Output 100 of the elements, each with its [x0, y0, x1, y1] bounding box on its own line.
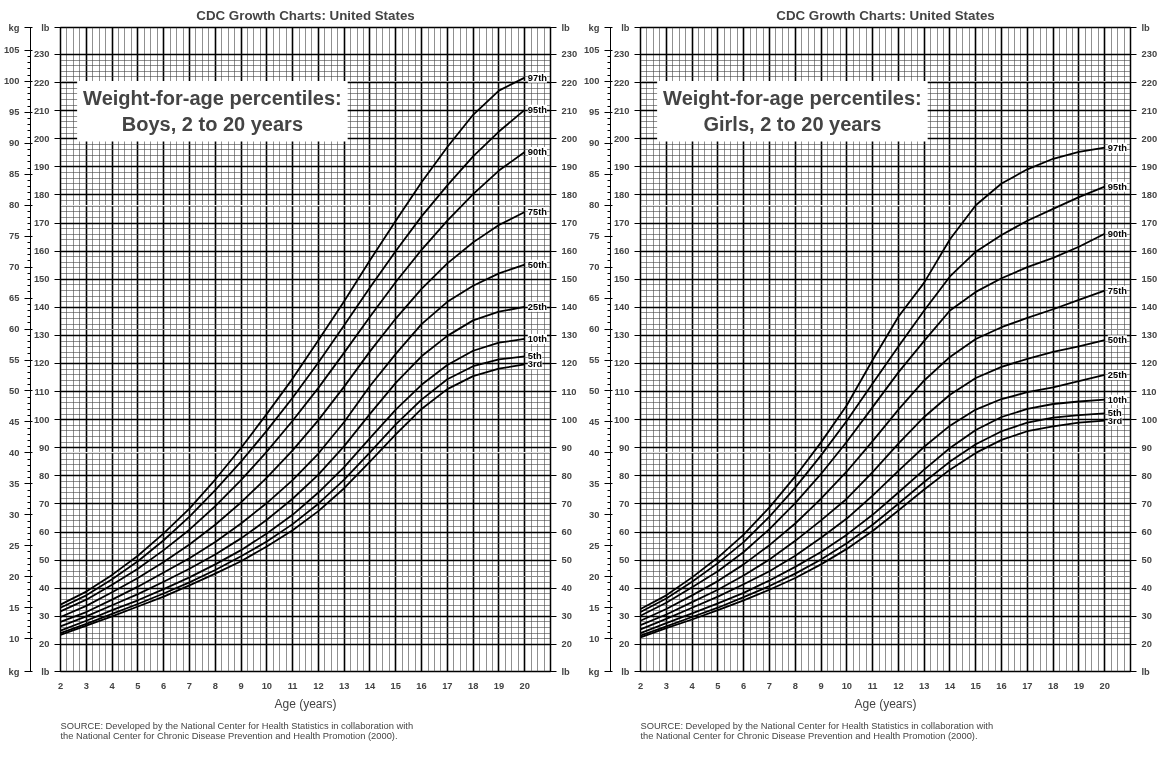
series-label: 10th	[1107, 394, 1128, 405]
y-tick-label: 100	[3, 76, 20, 87]
x-tick-label: 8	[212, 680, 218, 691]
y3-tick-label: 70	[561, 498, 572, 509]
y-tick-label: 90	[589, 138, 600, 149]
x-tick-label: 8	[792, 680, 798, 691]
y3-tick-label: 230	[1141, 49, 1158, 60]
x-tick-label: 13	[919, 680, 930, 691]
series-label: 75th	[1107, 285, 1128, 296]
x-tick-label: 13	[339, 680, 350, 691]
y-tick-label: 35	[589, 478, 600, 489]
x-tick-label: 2	[637, 680, 644, 691]
y3-tick-label: 220	[1141, 77, 1158, 88]
y3-tick-label: 190	[561, 161, 578, 172]
series-label: 90th	[527, 146, 548, 157]
y2-tick-label: 60	[619, 527, 630, 538]
x-axis-title: Age (years)	[854, 696, 917, 711]
series-label: 97th	[1107, 142, 1128, 153]
y-tick-label: 20	[9, 571, 20, 582]
y2-tick-label: 230	[33, 49, 50, 60]
y2-tick-label: 40	[619, 583, 630, 594]
x-tick-label: 18	[467, 680, 479, 691]
y-tick-label: 85	[589, 169, 600, 180]
series-label: 95th	[1107, 181, 1128, 192]
y2-tick-label: 130	[33, 330, 50, 341]
y2-tick-label: 150	[33, 274, 50, 285]
series-label: 3rd	[527, 359, 543, 370]
y-tick-label: 105	[3, 45, 20, 56]
x-tick-label: 15	[390, 680, 401, 691]
y-tick-label: 85	[9, 169, 20, 180]
y2-tick-label: 70	[619, 498, 630, 509]
x-tick-label: 19	[493, 680, 505, 691]
y2-tick-label: 160	[33, 246, 50, 257]
y2-tick-label: 100	[613, 414, 630, 425]
y3-tick-label: 60	[1141, 527, 1152, 538]
y-tick-label: 65	[9, 293, 20, 304]
y3-tick-label: 20	[561, 639, 572, 650]
x-tick-label: 15	[970, 680, 981, 691]
series-label: 75th	[527, 207, 548, 218]
y3-tick-label: 200	[1141, 133, 1158, 144]
y3-tick-label: 60	[561, 527, 572, 538]
y-tick-label: 15	[9, 602, 20, 613]
series-label: 90th	[1107, 228, 1128, 239]
text: lb	[1141, 22, 1150, 33]
y3-tick-label: 70	[1141, 498, 1152, 509]
x-axis-title: Age (years)	[274, 696, 337, 711]
y-axis-title: kg	[588, 666, 600, 677]
y-tick-label: 95	[589, 107, 600, 118]
text: Weight-for-age percentiles: Girls, 2 to 20 years	[663, 87, 922, 136]
y-tick-label: 80	[589, 200, 600, 211]
x-tick-label: 20	[519, 680, 530, 691]
y3-tick-label: 50	[1141, 555, 1152, 566]
text: lb	[41, 22, 50, 33]
y2-tick-label: 230	[613, 49, 630, 60]
y3-tick-label: 80	[561, 470, 572, 481]
y-tick-label: 15	[589, 602, 600, 613]
y-tick-label: 10	[589, 633, 600, 644]
y3-tick-label: 160	[561, 246, 578, 257]
y3-tick-label: 170	[561, 218, 578, 229]
text: Weight-for-age percentiles: Boys, 2 to 20 years	[83, 87, 342, 136]
y3-tick-label: 110	[561, 386, 577, 397]
y-tick-label: 60	[589, 324, 600, 335]
chart-title: CDC Growth Charts: United States	[196, 7, 415, 23]
y3-tick-label: 200	[561, 133, 578, 144]
series-label: 10th	[527, 333, 548, 344]
series-label: 25th	[527, 301, 548, 312]
y3-tick-label: 230	[561, 49, 578, 60]
x-tick-label: 5	[715, 680, 721, 691]
y-tick-label: 75	[9, 231, 20, 242]
y-tick-label: 60	[9, 324, 20, 335]
x-tick-label: 11	[287, 680, 298, 691]
source-note: SOURCE: Developed by the National Center for Health Statistics in collaboration with the National Center for Chronic Disease Prevention and Health Promotion (2000).	[640, 720, 994, 741]
y2-tick-label: 130	[613, 330, 630, 341]
x-tick-label: 9	[818, 680, 824, 691]
y2-tick-label: 200	[613, 133, 630, 144]
y2-tick-label: 90	[39, 442, 50, 453]
y3-axis-title: lb	[41, 666, 50, 677]
x-tick-label: 11	[867, 680, 878, 691]
y3-tick-label: 80	[1141, 470, 1152, 481]
y3-tick-label: 180	[561, 189, 578, 200]
y3-tick-label: 30	[1141, 611, 1152, 622]
y3-tick-label: 110	[1141, 386, 1157, 397]
y2-tick-label: 40	[39, 583, 50, 594]
x-tick-label: 6	[741, 680, 747, 691]
y2-tick-label: 50	[619, 555, 630, 566]
y2-tick-label: 210	[613, 105, 630, 116]
y2-tick-label: 150	[613, 274, 630, 285]
y2-tick-label: 200	[33, 133, 50, 144]
y3-tick-label: 40	[561, 583, 572, 594]
x-tick-label: 2	[57, 680, 64, 691]
y-tick-label: 75	[589, 231, 600, 242]
y3-tick-label: 90	[561, 442, 572, 453]
x-tick-label: 3	[663, 680, 669, 691]
x-tick-label: 16	[416, 680, 427, 691]
source-note: SOURCE: Developed by the National Center for Health Statistics in collaboration with the National Center for Chronic Disease Prevention and Health Promotion (2000).	[60, 720, 414, 741]
y2-tick-label: 220	[613, 77, 630, 88]
y3-tick-label: 150	[1141, 274, 1158, 285]
y2-tick-label: 60	[39, 527, 50, 538]
series-label: 95th	[527, 104, 548, 115]
x-tick-label: 12	[313, 680, 324, 691]
